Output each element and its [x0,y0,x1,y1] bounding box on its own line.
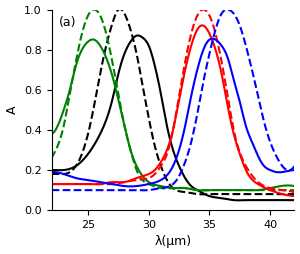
X-axis label: λ(μm): λ(μm) [154,235,192,248]
Text: (a): (a) [59,15,76,28]
Y-axis label: A: A [6,106,19,114]
